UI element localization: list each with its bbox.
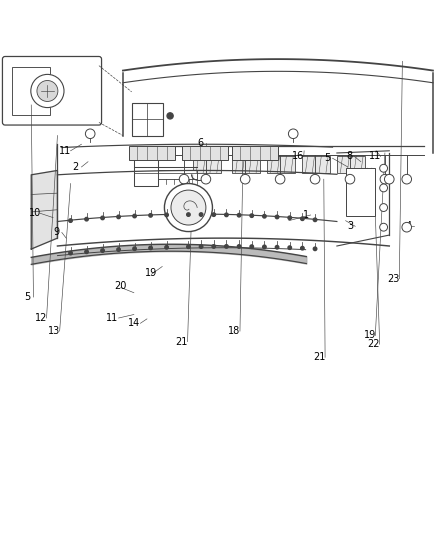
Circle shape: [263, 245, 266, 249]
Bar: [158, 169, 197, 179]
Circle shape: [165, 213, 168, 216]
Text: 21: 21: [313, 352, 325, 362]
Circle shape: [117, 248, 120, 251]
Circle shape: [313, 247, 317, 251]
Circle shape: [69, 252, 72, 255]
Circle shape: [133, 214, 136, 218]
Circle shape: [250, 214, 254, 217]
Bar: [337, 156, 365, 173]
Bar: [132, 103, 163, 135]
Circle shape: [288, 246, 291, 249]
Text: 12: 12: [35, 313, 47, 323]
Circle shape: [380, 184, 388, 192]
Text: 21: 21: [176, 337, 188, 346]
Circle shape: [300, 217, 304, 221]
Circle shape: [199, 245, 203, 248]
Bar: [130, 146, 175, 159]
Circle shape: [380, 204, 388, 212]
Text: 3: 3: [347, 221, 353, 231]
Circle shape: [313, 218, 317, 222]
Circle shape: [117, 215, 120, 219]
Circle shape: [380, 223, 388, 231]
Circle shape: [133, 247, 136, 251]
Bar: [12, 67, 50, 115]
Text: 6: 6: [198, 139, 204, 148]
Circle shape: [164, 183, 212, 231]
Circle shape: [310, 174, 320, 184]
Circle shape: [101, 216, 104, 220]
Text: 1: 1: [303, 210, 309, 220]
Circle shape: [171, 190, 206, 225]
Text: 9: 9: [53, 228, 60, 237]
Text: 20: 20: [115, 281, 127, 291]
Circle shape: [199, 213, 203, 216]
Circle shape: [187, 213, 190, 216]
Circle shape: [276, 215, 279, 219]
Text: 19: 19: [364, 330, 376, 341]
Circle shape: [187, 245, 190, 248]
Text: 22: 22: [368, 339, 380, 349]
Text: 5: 5: [324, 153, 330, 163]
Circle shape: [288, 216, 291, 220]
Text: 11: 11: [59, 146, 71, 156]
Bar: [346, 168, 375, 216]
Bar: [232, 146, 278, 159]
Circle shape: [288, 129, 298, 139]
Text: 13: 13: [48, 326, 60, 336]
Circle shape: [225, 245, 228, 248]
Circle shape: [237, 213, 241, 217]
Circle shape: [85, 250, 88, 254]
Circle shape: [85, 217, 88, 221]
Circle shape: [237, 245, 241, 248]
Text: 14: 14: [128, 318, 140, 328]
Circle shape: [402, 174, 412, 184]
Circle shape: [31, 75, 64, 108]
Circle shape: [149, 214, 152, 217]
Bar: [267, 156, 295, 173]
Text: 10: 10: [28, 208, 41, 218]
Circle shape: [167, 113, 173, 119]
Circle shape: [212, 213, 215, 216]
Circle shape: [225, 213, 228, 216]
Circle shape: [165, 246, 168, 249]
Text: 4: 4: [406, 221, 412, 231]
Circle shape: [149, 246, 152, 249]
Circle shape: [101, 249, 104, 252]
Text: 2: 2: [73, 162, 79, 172]
Text: 11: 11: [106, 313, 118, 323]
Circle shape: [37, 80, 58, 101]
Bar: [193, 156, 221, 173]
FancyBboxPatch shape: [3, 56, 102, 125]
Circle shape: [263, 214, 266, 218]
Text: 23: 23: [388, 274, 400, 284]
Circle shape: [69, 219, 72, 222]
Text: 8: 8: [346, 151, 352, 161]
Circle shape: [402, 222, 412, 232]
Text: 16: 16: [292, 151, 304, 161]
Bar: [302, 156, 330, 173]
Text: 11: 11: [369, 151, 381, 161]
Polygon shape: [31, 171, 57, 249]
Circle shape: [276, 246, 279, 249]
Circle shape: [250, 245, 254, 248]
Circle shape: [380, 174, 390, 184]
Text: 5: 5: [25, 292, 31, 302]
Circle shape: [240, 174, 250, 184]
Bar: [182, 146, 228, 159]
Text: 18: 18: [228, 326, 240, 336]
Circle shape: [380, 164, 388, 172]
Text: 19: 19: [145, 268, 157, 278]
Circle shape: [276, 174, 285, 184]
Circle shape: [212, 245, 215, 248]
Bar: [134, 147, 158, 185]
Circle shape: [201, 174, 211, 184]
Bar: [232, 156, 261, 173]
Circle shape: [300, 246, 304, 250]
Circle shape: [85, 129, 95, 139]
Circle shape: [179, 174, 189, 184]
Circle shape: [385, 174, 394, 184]
Circle shape: [345, 174, 355, 184]
